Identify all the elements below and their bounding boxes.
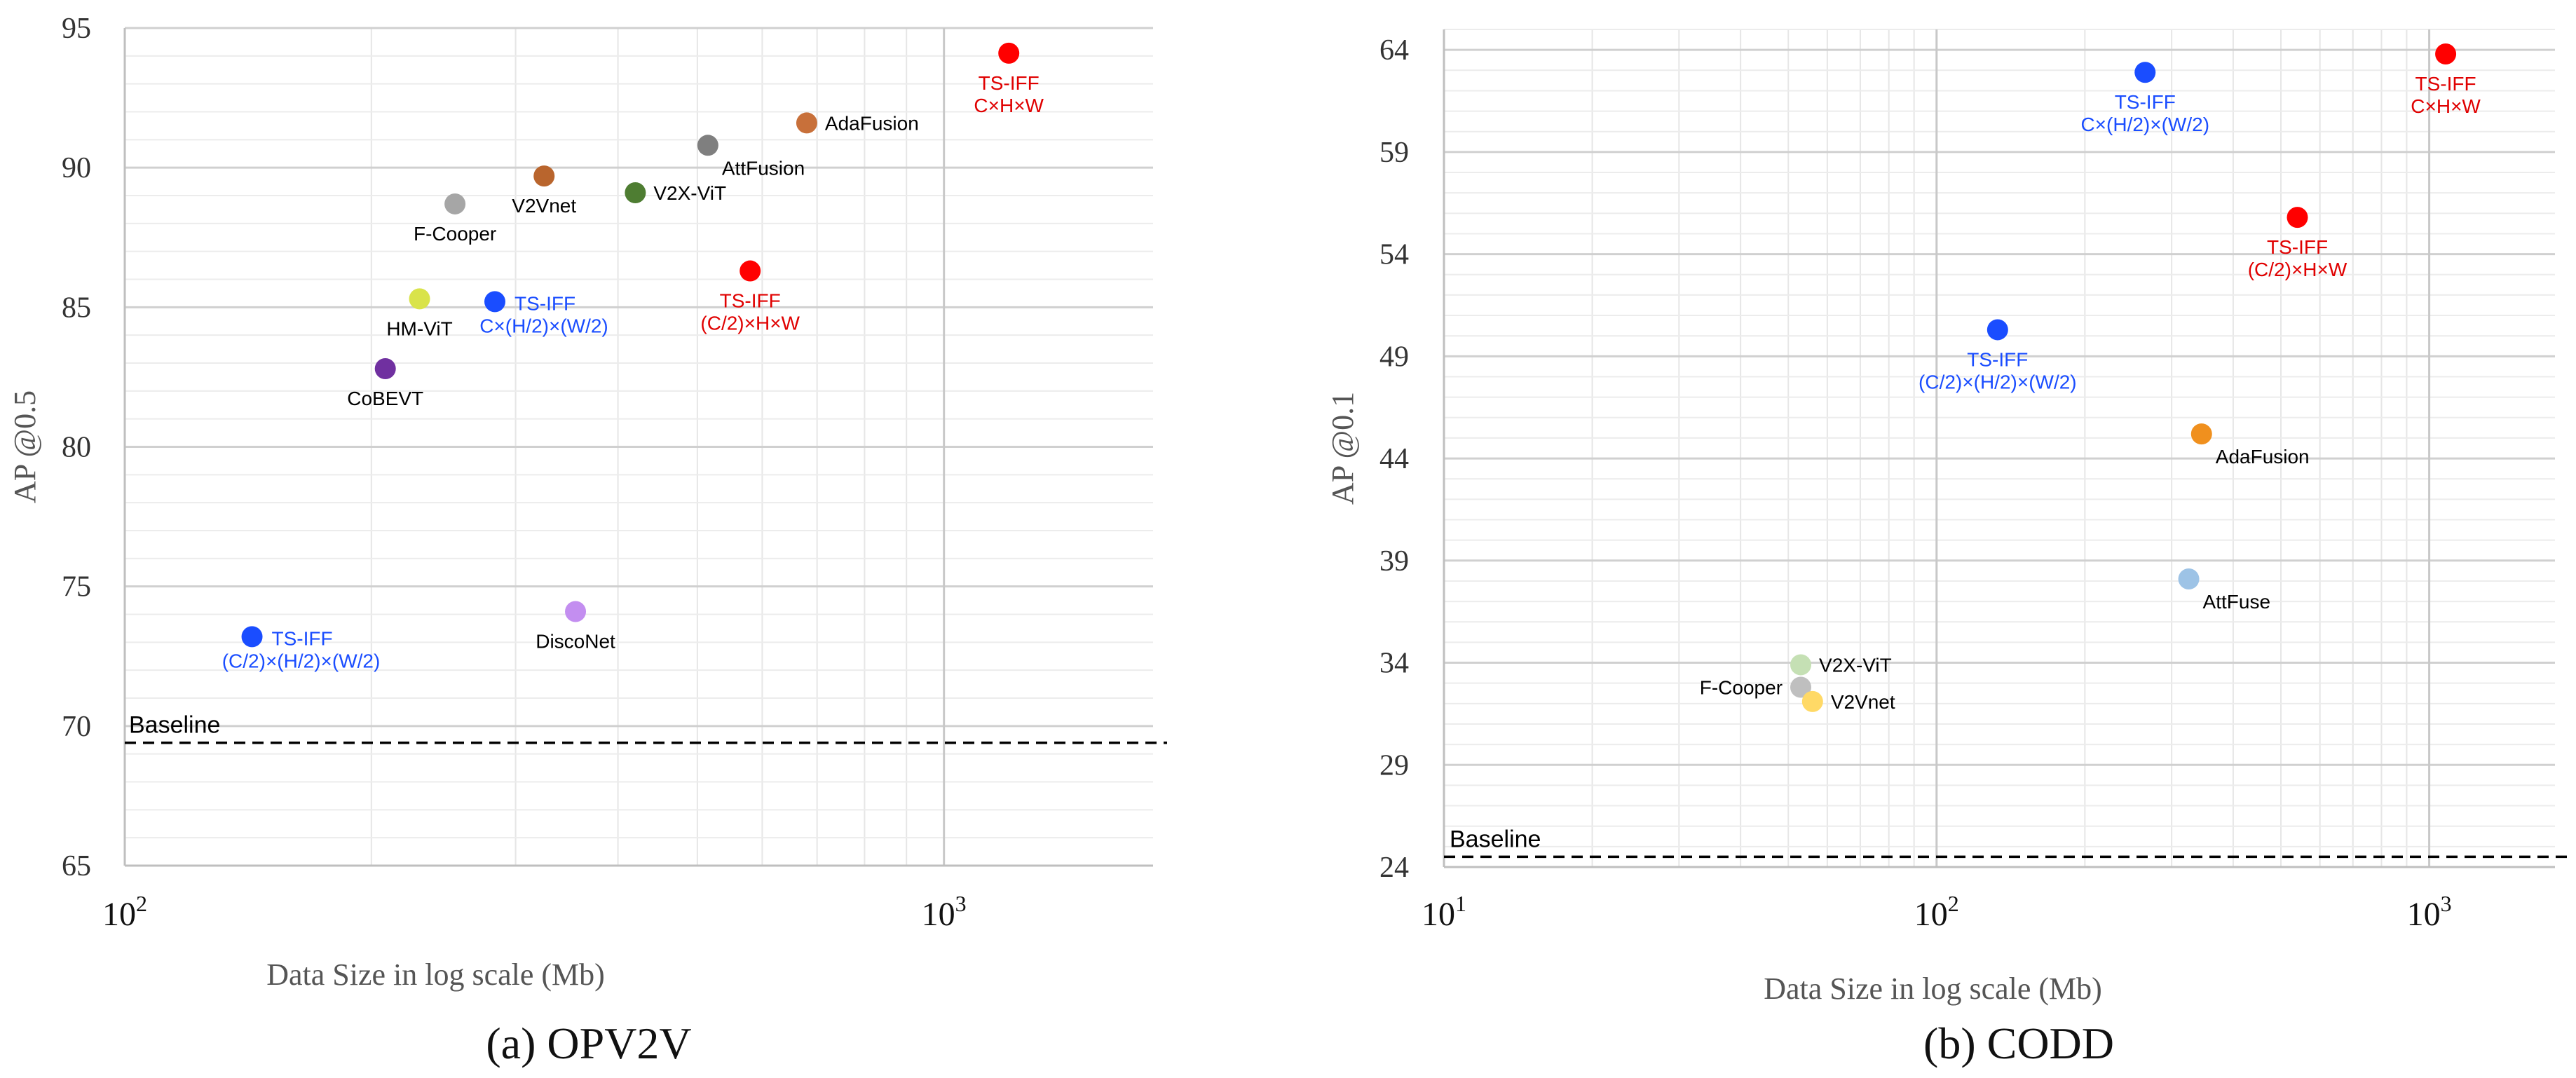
point-label: F-Cooper: [414, 223, 496, 245]
x-tick-exponent: 2: [136, 891, 147, 916]
point-label: TS-IFF: [2415, 73, 2476, 95]
y-axis-title: AP @0.5: [8, 390, 42, 503]
x-tick-base: 10: [922, 896, 955, 933]
x-tick-label: 103: [922, 891, 967, 933]
point-label: V2X-ViT: [653, 182, 726, 204]
point-label: AdaFusion: [825, 112, 919, 134]
data-point: [2178, 568, 2200, 590]
y-tick-label: 59: [1379, 137, 1409, 169]
x-tick-base: 10: [1422, 896, 1455, 933]
point-label: (C/2)×(H/2)×(W/2): [1919, 371, 2077, 393]
data-point: [444, 193, 466, 214]
data-point: [1790, 676, 1812, 698]
point-label: AdaFusion: [2216, 446, 2310, 468]
data-point: [1790, 654, 1812, 676]
data-point: [409, 288, 430, 310]
point-label: C×H×W: [2411, 95, 2481, 117]
point-label: AttFusion: [722, 157, 805, 179]
point-label: TS-IFF: [979, 72, 1040, 94]
point-label: (C/2)×H×W: [700, 313, 800, 334]
point-label: (C/2)×H×W: [2248, 259, 2347, 280]
y-axis-title: AP @0.1: [1326, 392, 1360, 505]
data-point: [2134, 62, 2156, 83]
x-tick-label: 102: [1914, 891, 1959, 933]
point-label: C×H×W: [974, 95, 1044, 116]
y-tick-label: 34: [1379, 648, 1409, 680]
point-label: F-Cooper: [1700, 677, 1783, 699]
chart-caption: (b) CODD: [1923, 1018, 2114, 1068]
point-label: TS-IFF: [1967, 348, 2028, 370]
y-tick-label: 29: [1379, 749, 1409, 782]
x-tick-exponent: 1: [1455, 891, 1466, 916]
point-label: CoBEVT: [347, 388, 423, 409]
y-tick-label: 75: [62, 571, 91, 603]
y-tick-label: 54: [1379, 239, 1409, 271]
data-point: [533, 165, 555, 187]
y-tick-label: 70: [62, 711, 91, 743]
point-label: C×(H/2)×(W/2): [2080, 114, 2209, 135]
data-point: [2435, 43, 2457, 64]
point-label: V2Vnet: [512, 195, 576, 217]
data-point: [374, 357, 396, 379]
x-tick-base: 10: [1914, 896, 1948, 933]
y-tick-label: 95: [62, 13, 91, 45]
data-point: [740, 260, 761, 282]
y-tick-label: 49: [1379, 341, 1409, 373]
data-point: [484, 291, 505, 313]
point-label: V2X-ViT: [1819, 654, 1892, 676]
x-axis-title: Data Size in log scale (Mb): [266, 957, 605, 992]
point-label: TS-IFF: [720, 290, 781, 312]
point-label: V2Vnet: [1831, 691, 1895, 713]
x-tick-label: 102: [102, 891, 147, 933]
data-point: [241, 626, 263, 648]
chart-caption: (a) OPV2V: [486, 1018, 691, 1068]
x-tick-exponent: 3: [2441, 891, 2452, 916]
x-tick-base: 10: [2407, 896, 2441, 933]
baseline-label: Baseline: [1450, 826, 1541, 852]
point-label: DiscoNet: [536, 631, 615, 653]
x-tick-label: 103: [2407, 891, 2452, 933]
point-label: (C/2)×(H/2)×(W/2): [222, 650, 381, 671]
y-tick-label: 39: [1379, 545, 1409, 578]
x-tick-exponent: 3: [955, 891, 967, 916]
y-tick-label: 44: [1379, 443, 1409, 475]
point-label: TS-IFF: [514, 292, 575, 314]
x-tick-base: 10: [102, 896, 136, 933]
data-point: [625, 182, 646, 204]
data-point: [697, 135, 718, 156]
data-point: [1801, 690, 1823, 712]
y-tick-label: 85: [62, 292, 91, 324]
data-point: [2287, 207, 2308, 228]
y-tick-label: 64: [1379, 34, 1409, 67]
x-axis-title: Data Size in log scale (Mb): [1764, 971, 2102, 1006]
data-point: [565, 601, 587, 622]
y-tick-label: 90: [62, 152, 91, 184]
point-label: C×(H/2)×(W/2): [479, 315, 608, 336]
data-point: [796, 112, 817, 134]
baseline-label: Baseline: [129, 712, 220, 739]
y-tick-label: 80: [62, 432, 91, 464]
point-label: AttFuse: [2203, 591, 2270, 613]
point-label: HM-ViT: [386, 318, 452, 339]
x-tick-label: 101: [1422, 891, 1466, 933]
x-tick-exponent: 2: [1948, 891, 1959, 916]
y-tick-label: 65: [62, 850, 91, 882]
data-point: [1986, 319, 2008, 341]
y-tick-label: 24: [1379, 852, 1409, 884]
data-point: [998, 42, 1020, 64]
data-point: [2190, 423, 2212, 445]
point-label: TS-IFF: [2267, 236, 2328, 258]
point-label: TS-IFF: [2115, 91, 2176, 113]
point-label: TS-IFF: [272, 627, 333, 649]
